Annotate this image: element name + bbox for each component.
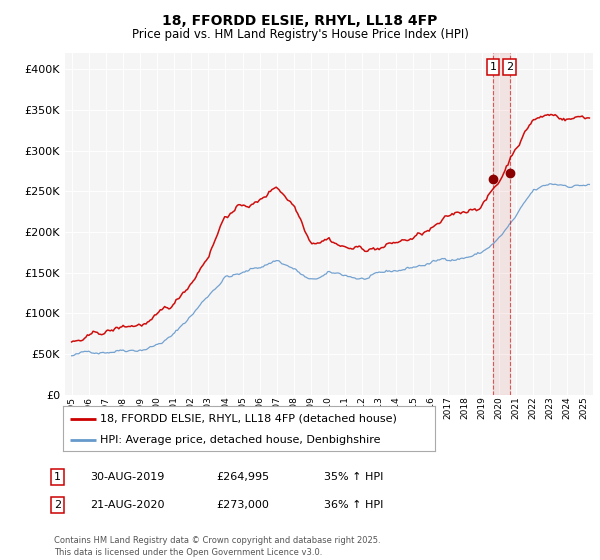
Text: 2: 2 [506,62,514,72]
Bar [493,53,510,395]
Text: £273,000: £273,000 [216,500,269,510]
Text: 2: 2 [54,500,61,510]
Text: 36% ↑ HPI: 36% ↑ HPI [324,500,383,510]
Text: 18, FFORDD ELSIE, RHYL, LL18 4FP: 18, FFORDD ELSIE, RHYL, LL18 4FP [163,14,437,28]
Text: 30-AUG-2019: 30-AUG-2019 [90,472,164,482]
Text: Contains HM Land Registry data © Crown copyright and database right 2025.
This d: Contains HM Land Registry data © Crown c… [54,536,380,557]
Text: 21-AUG-2020: 21-AUG-2020 [90,500,164,510]
Text: Price paid vs. HM Land Registry's House Price Index (HPI): Price paid vs. HM Land Registry's House … [131,28,469,41]
Text: HPI: Average price, detached house, Denbighshire: HPI: Average price, detached house, Denb… [100,435,381,445]
Text: £264,995: £264,995 [216,472,269,482]
Text: 1: 1 [54,472,61,482]
Text: 1: 1 [490,62,497,72]
Text: 35% ↑ HPI: 35% ↑ HPI [324,472,383,482]
Text: 18, FFORDD ELSIE, RHYL, LL18 4FP (detached house): 18, FFORDD ELSIE, RHYL, LL18 4FP (detach… [100,413,397,423]
